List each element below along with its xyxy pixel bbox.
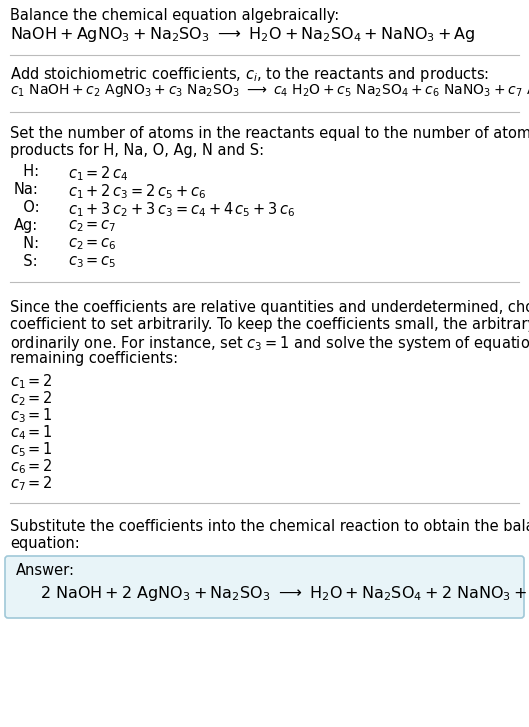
Text: $c_5 = 1$: $c_5 = 1$: [10, 440, 53, 459]
Text: products for H, Na, O, Ag, N and S:: products for H, Na, O, Ag, N and S:: [10, 143, 264, 158]
Text: $c_1 = 2\,c_4$: $c_1 = 2\,c_4$: [68, 164, 129, 182]
Text: equation:: equation:: [10, 536, 80, 551]
FancyBboxPatch shape: [5, 556, 524, 618]
Text: $c_2 = c_7$: $c_2 = c_7$: [68, 218, 116, 233]
Text: Na:: Na:: [14, 182, 39, 197]
Text: $c_7 = 2$: $c_7 = 2$: [10, 474, 53, 493]
Text: Set the number of atoms in the reactants equal to the number of atoms in the: Set the number of atoms in the reactants…: [10, 126, 529, 141]
Text: $c_1 + 2\,c_3 = 2\,c_5 + c_6$: $c_1 + 2\,c_3 = 2\,c_5 + c_6$: [68, 182, 206, 201]
Text: ordinarily one. For instance, set $c_3 = 1$ and solve the system of equations fo: ordinarily one. For instance, set $c_3 =…: [10, 334, 529, 353]
Text: Ag:: Ag:: [14, 218, 38, 233]
Text: $c_3 = 1$: $c_3 = 1$: [10, 406, 53, 425]
Text: $c_6 = 2$: $c_6 = 2$: [10, 457, 53, 475]
Text: coefficient to set arbitrarily. To keep the coefficients small, the arbitrary va: coefficient to set arbitrarily. To keep …: [10, 317, 529, 332]
Text: S:: S:: [14, 254, 38, 269]
Text: $c_1 + 3\,c_2 + 3\,c_3 = c_4 + 4\,c_5 + 3\,c_6$: $c_1 + 3\,c_2 + 3\,c_3 = c_4 + 4\,c_5 + …: [68, 200, 295, 219]
Text: $c_2 = 2$: $c_2 = 2$: [10, 389, 53, 408]
Text: Since the coefficients are relative quantities and underdetermined, choose a: Since the coefficients are relative quan…: [10, 300, 529, 315]
Text: $2\ \mathrm{NaOH} + 2\ \mathrm{AgNO_3} + \mathrm{Na_2SO_3} \ \longrightarrow \ \: $2\ \mathrm{NaOH} + 2\ \mathrm{AgNO_3} +…: [40, 584, 529, 603]
Text: $\mathrm{NaOH + AgNO_3 + Na_2SO_3 \ \longrightarrow \ H_2O + Na_2SO_4 + NaNO_3 +: $\mathrm{NaOH + AgNO_3 + Na_2SO_3 \ \lon…: [10, 25, 476, 44]
Text: Answer:: Answer:: [16, 563, 75, 578]
Text: $c_2 = c_6$: $c_2 = c_6$: [68, 236, 117, 252]
Text: $c_4 = 1$: $c_4 = 1$: [10, 423, 53, 442]
Text: H:: H:: [14, 164, 39, 179]
Text: remaining coefficients:: remaining coefficients:: [10, 351, 178, 366]
Text: Balance the chemical equation algebraically:: Balance the chemical equation algebraica…: [10, 8, 339, 23]
Text: O:: O:: [14, 200, 40, 215]
Text: Add stoichiometric coefficients, $c_i$, to the reactants and products:: Add stoichiometric coefficients, $c_i$, …: [10, 65, 489, 84]
Text: $c_1\ \mathrm{NaOH} + c_2\ \mathrm{AgNO_3} + c_3\ \mathrm{Na_2SO_3} \ \longright: $c_1\ \mathrm{NaOH} + c_2\ \mathrm{AgNO_…: [10, 82, 529, 99]
Text: N:: N:: [14, 236, 39, 251]
Text: Substitute the coefficients into the chemical reaction to obtain the balanced: Substitute the coefficients into the che…: [10, 519, 529, 534]
Text: $c_1 = 2$: $c_1 = 2$: [10, 372, 53, 390]
Text: $c_3 = c_5$: $c_3 = c_5$: [68, 254, 116, 270]
